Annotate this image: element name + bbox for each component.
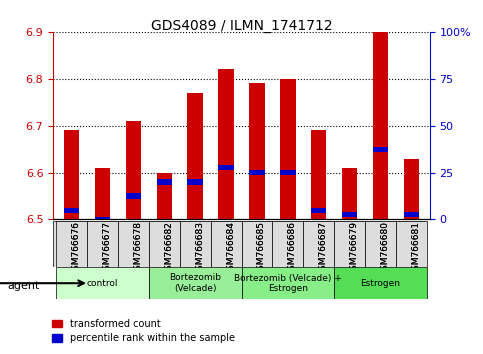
Text: Bortezomib (Velcade) +
Estrogen: Bortezomib (Velcade) + Estrogen bbox=[234, 274, 341, 293]
Bar bbox=[404, 212, 419, 217]
Bar bbox=[156, 173, 172, 219]
Text: GSM766677: GSM766677 bbox=[102, 221, 112, 276]
Text: GSM766685: GSM766685 bbox=[257, 221, 266, 276]
Text: GDS4089 / ILMN_1741712: GDS4089 / ILMN_1741712 bbox=[151, 19, 332, 34]
Bar bbox=[156, 179, 172, 184]
FancyBboxPatch shape bbox=[87, 221, 118, 267]
FancyBboxPatch shape bbox=[118, 221, 149, 267]
Legend: transformed count, percentile rank within the sample: transformed count, percentile rank withi… bbox=[48, 315, 239, 347]
Bar bbox=[218, 165, 234, 171]
Bar bbox=[126, 193, 141, 199]
Text: GSM766679: GSM766679 bbox=[350, 221, 358, 276]
Text: GSM766678: GSM766678 bbox=[133, 221, 142, 276]
FancyBboxPatch shape bbox=[149, 267, 242, 299]
Text: GSM766686: GSM766686 bbox=[288, 221, 297, 276]
FancyBboxPatch shape bbox=[149, 221, 180, 267]
FancyBboxPatch shape bbox=[396, 221, 427, 267]
Text: Bortezomib
(Velcade): Bortezomib (Velcade) bbox=[169, 274, 221, 293]
Text: GSM766684: GSM766684 bbox=[226, 221, 235, 276]
Bar bbox=[249, 170, 265, 175]
Bar bbox=[95, 168, 110, 219]
Text: GSM766682: GSM766682 bbox=[164, 221, 173, 276]
Text: GSM766685: GSM766685 bbox=[257, 221, 266, 276]
Text: agent: agent bbox=[7, 281, 40, 291]
Text: Estrogen: Estrogen bbox=[360, 279, 400, 288]
Text: GSM766681: GSM766681 bbox=[412, 221, 420, 276]
FancyBboxPatch shape bbox=[211, 221, 242, 267]
Text: GSM766683: GSM766683 bbox=[195, 221, 204, 276]
Bar bbox=[311, 130, 327, 219]
Text: GSM766679: GSM766679 bbox=[350, 221, 358, 276]
Bar bbox=[64, 207, 79, 213]
Text: GSM766681: GSM766681 bbox=[412, 221, 420, 276]
Text: control: control bbox=[87, 279, 118, 288]
Bar bbox=[218, 69, 234, 219]
Text: GSM766682: GSM766682 bbox=[164, 221, 173, 276]
FancyBboxPatch shape bbox=[334, 267, 427, 299]
FancyBboxPatch shape bbox=[53, 221, 424, 267]
FancyBboxPatch shape bbox=[242, 221, 272, 267]
Text: GSM766676: GSM766676 bbox=[71, 221, 81, 276]
FancyBboxPatch shape bbox=[272, 221, 303, 267]
Bar bbox=[126, 121, 141, 219]
FancyBboxPatch shape bbox=[180, 221, 211, 267]
Bar bbox=[249, 84, 265, 219]
Bar bbox=[404, 159, 419, 219]
Bar bbox=[373, 147, 388, 152]
Text: GSM766686: GSM766686 bbox=[288, 221, 297, 276]
FancyBboxPatch shape bbox=[365, 221, 396, 267]
Bar bbox=[95, 217, 110, 222]
FancyBboxPatch shape bbox=[334, 221, 365, 267]
Bar bbox=[64, 130, 79, 219]
Text: GSM766677: GSM766677 bbox=[102, 221, 112, 276]
FancyBboxPatch shape bbox=[56, 221, 87, 267]
Text: GSM766678: GSM766678 bbox=[133, 221, 142, 276]
FancyBboxPatch shape bbox=[56, 267, 149, 299]
FancyBboxPatch shape bbox=[242, 267, 334, 299]
Bar bbox=[280, 170, 296, 175]
Bar bbox=[311, 207, 327, 213]
Text: GSM766680: GSM766680 bbox=[381, 221, 389, 276]
Bar bbox=[280, 79, 296, 219]
Bar bbox=[342, 212, 357, 217]
Bar bbox=[342, 168, 357, 219]
FancyBboxPatch shape bbox=[303, 221, 334, 267]
Text: GSM766676: GSM766676 bbox=[71, 221, 81, 276]
Text: GSM766687: GSM766687 bbox=[319, 221, 327, 276]
Bar bbox=[187, 93, 203, 219]
Text: GSM766687: GSM766687 bbox=[319, 221, 327, 276]
Bar bbox=[373, 32, 388, 219]
Text: GSM766684: GSM766684 bbox=[226, 221, 235, 276]
Bar bbox=[187, 179, 203, 184]
Text: GSM766680: GSM766680 bbox=[381, 221, 389, 276]
Text: GSM766683: GSM766683 bbox=[195, 221, 204, 276]
